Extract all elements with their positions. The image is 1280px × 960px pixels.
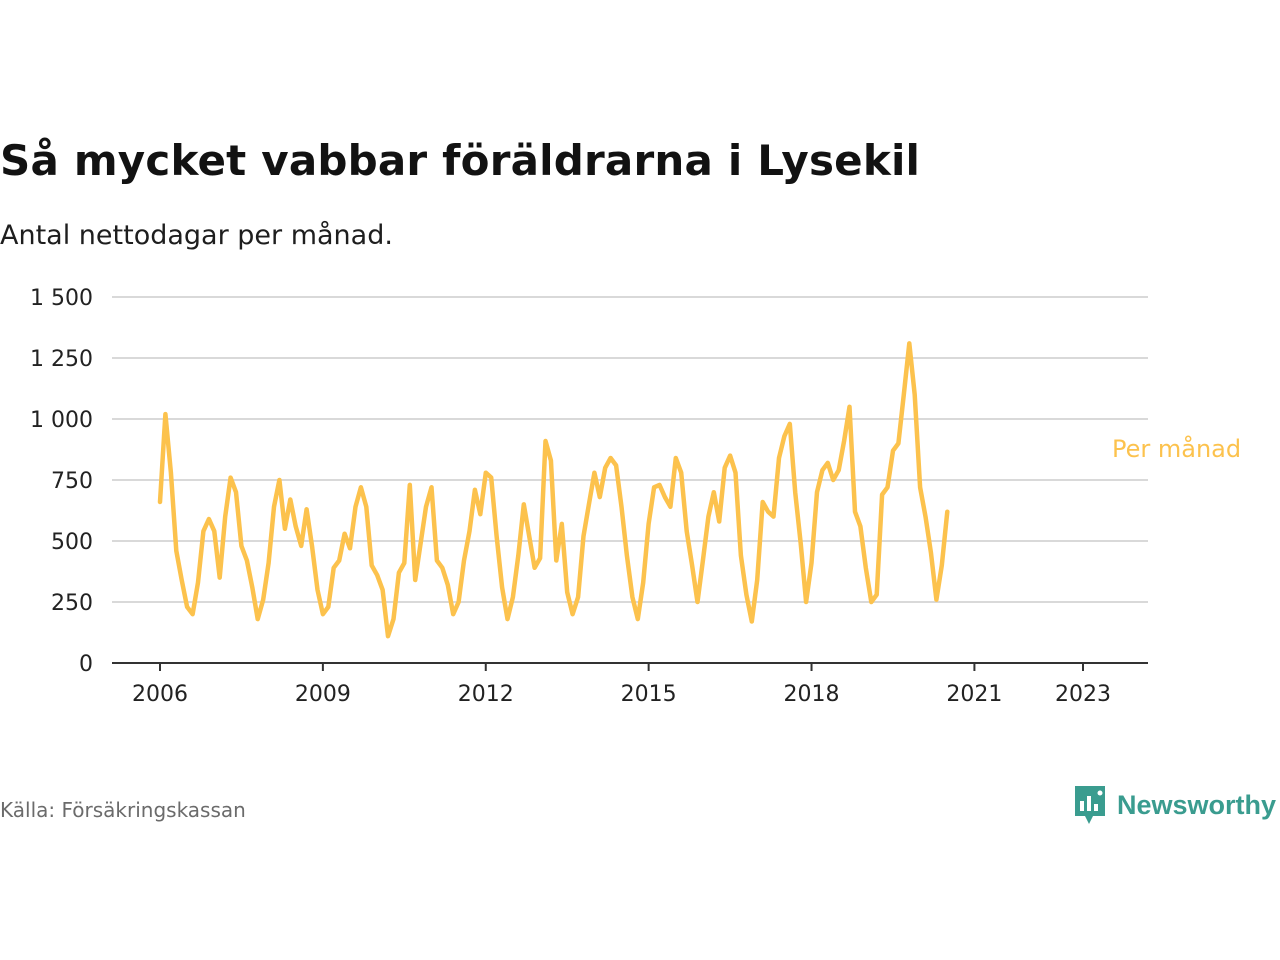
series-lines bbox=[157, 341, 950, 639]
x-tick-label: 2012 bbox=[458, 682, 514, 707]
y-tick-label: 1 250 bbox=[30, 347, 93, 372]
series-line-per-manad bbox=[157, 341, 950, 639]
newsworthy-logo-icon bbox=[1074, 786, 1105, 824]
y-axis-tick-labels: 0 250 500 750 1 000 1 250 1 500 bbox=[30, 286, 93, 677]
source-note: Källa: Försäkringskassan bbox=[0, 798, 246, 822]
gridlines bbox=[112, 296, 1148, 603]
series-labels: Per månad bbox=[1112, 434, 1241, 463]
series-label: Per månad bbox=[1112, 434, 1241, 463]
y-tick-label: 250 bbox=[51, 591, 93, 616]
y-tick-label: 500 bbox=[51, 530, 93, 555]
y-tick-label: 1 500 bbox=[30, 286, 93, 311]
y-tick-label: 0 bbox=[79, 652, 93, 677]
x-tick-label: 2023 bbox=[1055, 682, 1111, 707]
y-tick-label: 750 bbox=[51, 469, 93, 494]
brand-logo[interactable]: Newsworthy bbox=[1073, 784, 1276, 826]
x-tick-label: 2009 bbox=[295, 682, 351, 707]
brand-name: Newsworthy bbox=[1116, 789, 1276, 820]
chart-title: Så mycket vabbar föräldrarna i Lysekil bbox=[0, 136, 921, 185]
x-tick-label: 2015 bbox=[621, 682, 677, 707]
x-tick-label: 2018 bbox=[784, 682, 840, 707]
chart-subtitle: Antal nettodagar per månad. bbox=[0, 220, 393, 251]
x-tick-label: 2006 bbox=[132, 682, 188, 707]
x-tick-label: 2021 bbox=[946, 682, 1002, 707]
x-axis: 2006 2009 2012 2015 2018 2021 2023 bbox=[112, 662, 1148, 707]
y-tick-label: 1 000 bbox=[30, 408, 93, 433]
